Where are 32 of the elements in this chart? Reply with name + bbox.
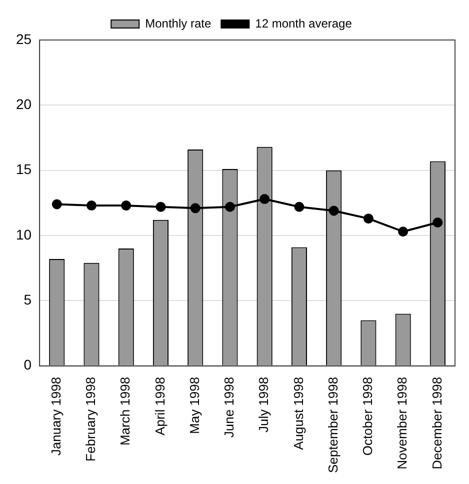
x-tick-label: April 1998	[152, 376, 168, 436]
y-tick-label: 10	[16, 226, 32, 242]
point	[190, 203, 200, 214]
point	[86, 200, 96, 211]
x-tick-label: February 1998	[83, 376, 98, 462]
point	[121, 200, 132, 211]
x-tick-label: May 1998	[186, 376, 202, 434]
point	[328, 206, 339, 216]
y-tick-label: 5	[24, 292, 32, 308]
y-tick-label: 25	[16, 30, 32, 47]
point	[156, 202, 166, 212]
x-tick-label: September 1998	[325, 376, 340, 473]
point	[363, 214, 374, 224]
x-tick-label: March 1998	[118, 376, 133, 446]
x-tick-label: January 1998	[48, 376, 64, 456]
legend-label: 12 month average	[255, 16, 352, 30]
point	[398, 226, 408, 237]
point	[224, 202, 235, 212]
x-tick-label: August 1998	[290, 376, 306, 450]
y-tick-label: 15	[16, 161, 32, 178]
x-tick-label: July 1998	[256, 376, 272, 433]
x-tick-label: December 1998	[429, 376, 444, 470]
point	[294, 202, 304, 212]
x-tick-label: October 1998	[360, 376, 376, 456]
x-tick-label: June 1998	[222, 376, 237, 438]
y-tick-label: 20	[16, 96, 32, 112]
point	[52, 199, 62, 210]
y-tick-label: 0	[24, 356, 32, 373]
point	[260, 194, 270, 204]
x-tick-label: November 1998	[394, 376, 410, 470]
legend-label: Monthly rate	[145, 16, 212, 30]
point	[432, 217, 443, 228]
